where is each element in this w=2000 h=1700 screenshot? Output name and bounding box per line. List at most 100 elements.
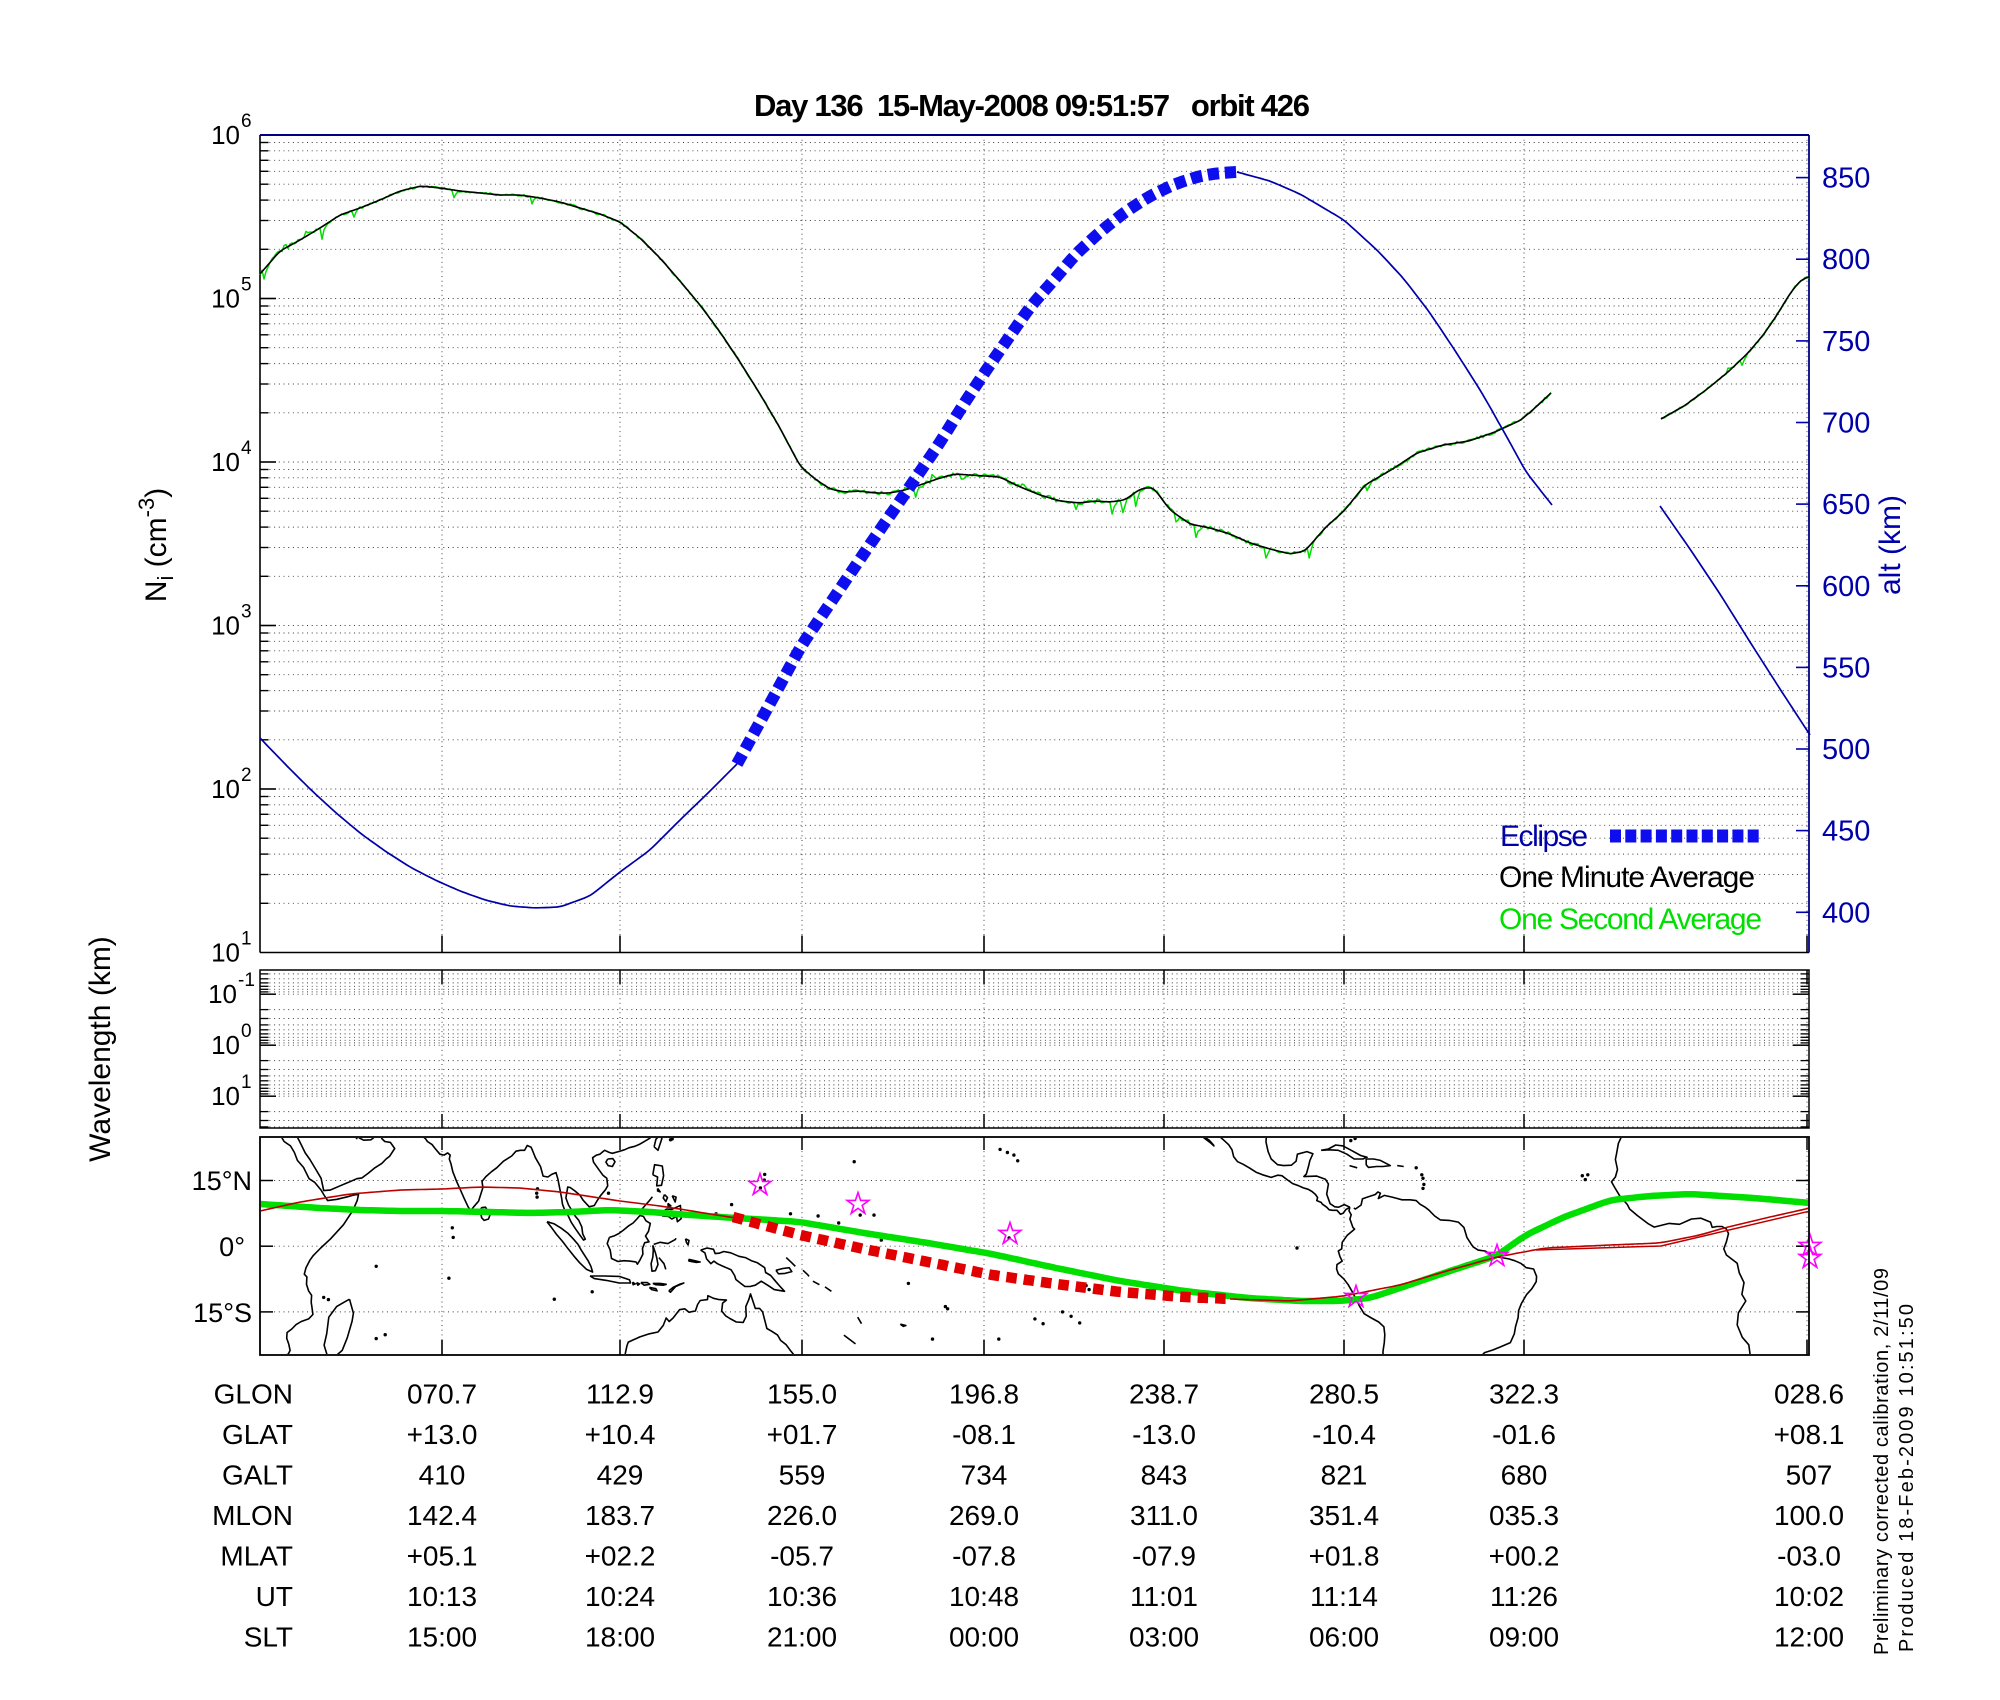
- svg-text:500: 500: [1822, 734, 1870, 766]
- svg-text:10: 10: [211, 447, 240, 477]
- svg-text:680: 680: [1501, 1460, 1548, 1491]
- svg-text:550: 550: [1822, 652, 1870, 684]
- svg-text:600: 600: [1822, 571, 1870, 603]
- svg-text:GLAT: GLAT: [222, 1419, 293, 1450]
- svg-text:100.0: 100.0: [1774, 1500, 1844, 1531]
- svg-text:-07.8: -07.8: [952, 1541, 1016, 1572]
- svg-text:10:36: 10:36: [767, 1581, 837, 1612]
- svg-text:700: 700: [1822, 408, 1870, 440]
- svg-text:09:00: 09:00: [1489, 1622, 1559, 1653]
- svg-text:-10.4: -10.4: [1312, 1419, 1376, 1450]
- svg-text:10:02: 10:02: [1774, 1581, 1844, 1612]
- svg-text:-1: -1: [238, 970, 255, 991]
- svg-text:MLAT: MLAT: [220, 1541, 293, 1572]
- svg-text:+02.2: +02.2: [585, 1541, 656, 1572]
- svg-text:10:48: 10:48: [949, 1581, 1019, 1612]
- svg-text:15:00: 15:00: [407, 1622, 477, 1653]
- svg-text:UT: UT: [256, 1581, 293, 1612]
- svg-text:10:24: 10:24: [585, 1581, 655, 1612]
- svg-text:+13.0: +13.0: [407, 1419, 478, 1450]
- svg-text:322.3: 322.3: [1489, 1379, 1559, 1410]
- svg-text:10:13: 10:13: [407, 1581, 477, 1612]
- svg-text:Day 136 15-May-2008 09:51:57: Day 136 15-May-2008 09:51:57 orbit 426: [754, 88, 1310, 123]
- svg-text:2: 2: [241, 765, 252, 786]
- svg-text:507: 507: [1786, 1460, 1833, 1491]
- svg-text:00:00: 00:00: [949, 1622, 1019, 1653]
- svg-text:821: 821: [1321, 1460, 1368, 1491]
- svg-text:226.0: 226.0: [767, 1500, 837, 1531]
- svg-text:028.6: 028.6: [1774, 1379, 1844, 1410]
- svg-text:6: 6: [241, 111, 252, 132]
- svg-text:GALT: GALT: [222, 1460, 293, 1491]
- svg-text:10: 10: [208, 979, 237, 1009]
- svg-text:5: 5: [241, 275, 252, 296]
- svg-text:11:01: 11:01: [1130, 1581, 1198, 1612]
- svg-text:559: 559: [779, 1460, 826, 1491]
- svg-text:-05.7: -05.7: [770, 1541, 834, 1572]
- svg-text:3: 3: [241, 602, 252, 623]
- svg-text:0: 0: [241, 1021, 252, 1042]
- svg-text:800: 800: [1822, 244, 1870, 276]
- svg-text:10: 10: [211, 774, 240, 804]
- svg-text:21:00: 21:00: [767, 1622, 837, 1653]
- svg-text:311.0: 311.0: [1130, 1500, 1198, 1531]
- svg-text:15°N: 15°N: [192, 1166, 252, 1196]
- svg-text:035.3: 035.3: [1489, 1500, 1559, 1531]
- svg-text:1: 1: [241, 929, 252, 950]
- svg-text:070.7: 070.7: [407, 1379, 477, 1410]
- svg-text:Eclipse: Eclipse: [1500, 820, 1588, 853]
- svg-text:-08.1: -08.1: [952, 1419, 1016, 1450]
- svg-text:SLT: SLT: [244, 1622, 293, 1653]
- svg-text:15°S: 15°S: [193, 1298, 252, 1328]
- svg-text:Produced 18-Feb-2009 10:51:50: Produced 18-Feb-2009 10:51:50: [1896, 1304, 1918, 1652]
- svg-text:One Second Average: One Second Average: [1499, 903, 1762, 936]
- svg-text:112.9: 112.9: [586, 1379, 654, 1410]
- svg-text:196.8: 196.8: [949, 1379, 1019, 1410]
- svg-text:GLON: GLON: [214, 1379, 293, 1410]
- svg-text:10: 10: [211, 120, 240, 150]
- svg-text:11:26: 11:26: [1490, 1581, 1558, 1612]
- svg-text:alt (km): alt (km): [1874, 495, 1907, 595]
- svg-text:+05.1: +05.1: [407, 1541, 478, 1572]
- svg-text:750: 750: [1822, 326, 1870, 358]
- svg-text:410: 410: [419, 1460, 466, 1491]
- svg-text:269.0: 269.0: [949, 1500, 1019, 1531]
- svg-text:10: 10: [211, 938, 240, 968]
- svg-text:-07.9: -07.9: [1132, 1541, 1196, 1572]
- svg-text:11:14: 11:14: [1310, 1581, 1378, 1612]
- svg-text:+10.4: +10.4: [585, 1419, 656, 1450]
- svg-text:142.4: 142.4: [407, 1500, 477, 1531]
- svg-text:155.0: 155.0: [767, 1379, 837, 1410]
- svg-text:10: 10: [211, 1030, 240, 1060]
- svg-text:-03.0: -03.0: [1777, 1541, 1841, 1572]
- svg-text:0°: 0°: [219, 1232, 245, 1262]
- svg-text:238.7: 238.7: [1129, 1379, 1199, 1410]
- svg-text:MLON: MLON: [212, 1500, 293, 1531]
- svg-text:450: 450: [1822, 816, 1870, 848]
- svg-text:10: 10: [211, 611, 240, 641]
- svg-text:+01.7: +01.7: [767, 1419, 838, 1450]
- svg-text:4: 4: [241, 438, 252, 459]
- svg-text:Preliminary corrected calibrat: Preliminary corrected calibration, 2/11/…: [1871, 1268, 1893, 1655]
- svg-text:10: 10: [211, 284, 240, 314]
- svg-text:400: 400: [1822, 897, 1870, 929]
- svg-text:03:00: 03:00: [1129, 1622, 1199, 1653]
- svg-text:One Minute Average: One Minute Average: [1499, 861, 1755, 894]
- svg-text:12:00: 12:00: [1774, 1622, 1844, 1653]
- svg-text:+01.8: +01.8: [1309, 1541, 1380, 1572]
- svg-text:850: 850: [1822, 163, 1870, 195]
- svg-text:18:00: 18:00: [585, 1622, 655, 1653]
- svg-text:-01.6: -01.6: [1492, 1419, 1556, 1450]
- svg-text:06:00: 06:00: [1309, 1622, 1379, 1653]
- svg-text:+00.2: +00.2: [1489, 1541, 1560, 1572]
- svg-text:843: 843: [1141, 1460, 1188, 1491]
- svg-text:429: 429: [597, 1460, 644, 1491]
- svg-text:650: 650: [1822, 489, 1870, 521]
- svg-text:351.4: 351.4: [1309, 1500, 1379, 1531]
- svg-text:-13.0: -13.0: [1132, 1419, 1196, 1450]
- svg-text:734: 734: [961, 1460, 1008, 1491]
- svg-text:10: 10: [211, 1081, 240, 1111]
- svg-text:+08.1: +08.1: [1774, 1419, 1845, 1450]
- svg-text:1: 1: [241, 1072, 252, 1093]
- svg-text:280.5: 280.5: [1309, 1379, 1379, 1410]
